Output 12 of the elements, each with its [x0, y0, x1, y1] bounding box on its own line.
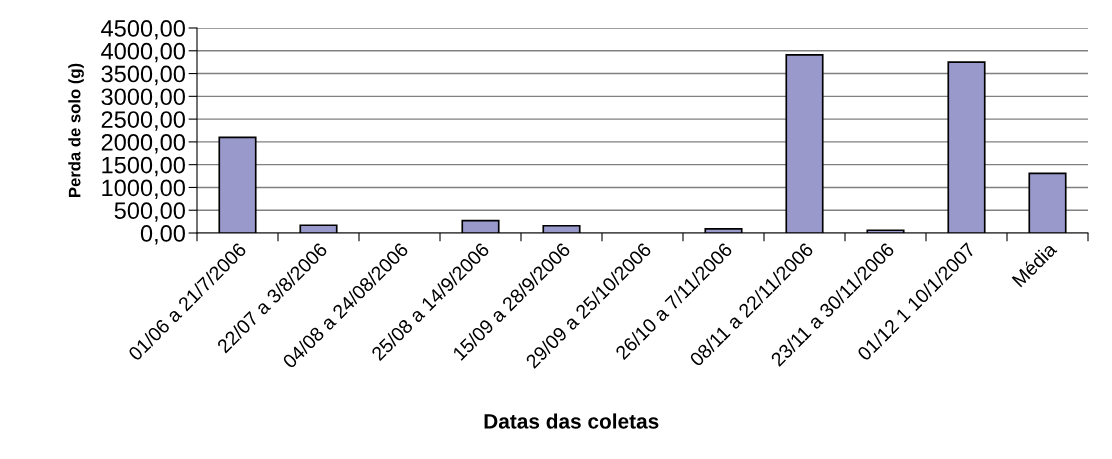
y-tick-label: 1000,00 [102, 179, 185, 200]
x-axis-title: Datas das coletas [484, 413, 659, 429]
y-tick-label: 4000,00 [101, 42, 185, 63]
y-tick-label: 2500,00 [101, 111, 185, 131]
y-tick-label: 0,00 [140, 225, 185, 245]
y-tick-label: 3500,00 [101, 65, 185, 86]
y-tick-label: 4500,00 [101, 20, 185, 40]
y-tick-label: 1500,00 [102, 156, 185, 177]
y-axis-title: Perda de solo (g) [68, 63, 84, 197]
y-tick-label: 2000,00 [101, 133, 185, 154]
y-tick-label: 500,00 [114, 202, 185, 222]
y-tick-label: 3000,00 [101, 88, 185, 108]
